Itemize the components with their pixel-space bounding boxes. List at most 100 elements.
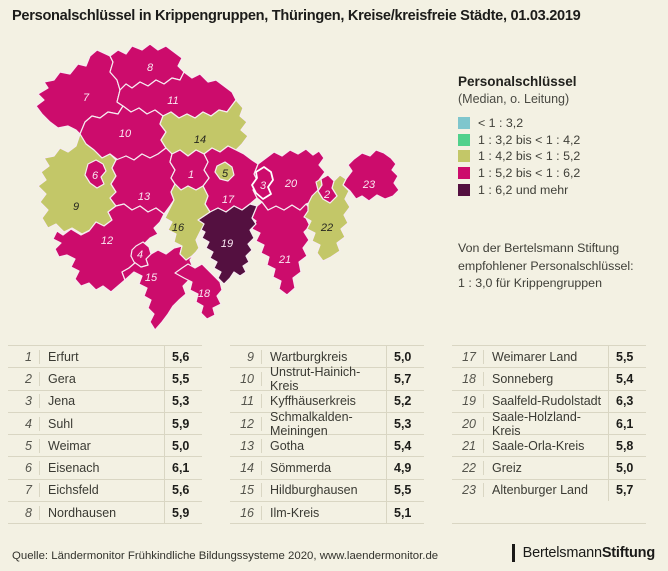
district-name: Greiz (484, 457, 609, 479)
map-region-saale-orla-kreis (251, 201, 312, 296)
note-line: 1 : 3,0 für Krippengruppen (458, 276, 602, 290)
table-row: 23 Altenburger Land 5,7 (452, 478, 646, 502)
map-region-label: 1 (188, 169, 194, 181)
table-row: 12 Schmalkalden-Meiningen 5,3 (230, 410, 424, 438)
row-number: 14 (230, 461, 262, 476)
district-name: Schmalkalden-Meiningen (262, 410, 387, 438)
map-region-label: 2 (323, 189, 330, 201)
map-region-gera (317, 174, 338, 204)
source-text: Quelle: Ländermonitor Frühkindliche Bild… (12, 550, 439, 562)
legend-item: < 1 : 3,2 (458, 115, 658, 132)
map-region-label: 17 (222, 194, 235, 206)
table-row: 22 Greiz 5,0 (452, 456, 646, 479)
map-region-weimar (214, 161, 235, 182)
district-name: Suhl (40, 412, 165, 435)
district-name: Unstrut-Hainich-Kreis (262, 365, 387, 393)
district-value: 6,3 (616, 394, 634, 409)
page-title: Personalschlüssel in Krippengruppen, Thü… (12, 8, 581, 24)
note-line: empfohlener Personalschlüssel: (458, 258, 634, 273)
district-name: Eichsfeld (40, 479, 165, 502)
row-number: 16 (230, 505, 262, 520)
recommendation-note: Von der Bertelsmann Stiftung empfohlener… (458, 240, 663, 293)
legend-item: 1 : 6,2 und mehr (458, 181, 658, 198)
district-value: 5,5 (616, 349, 634, 364)
district-value: 5,5 (172, 371, 190, 386)
map-region-label: 8 (147, 62, 154, 74)
map-region-label: 18 (198, 288, 211, 300)
map-region-label: 3 (260, 180, 267, 192)
table-row: 18 Sonneberg 5,4 (452, 367, 646, 390)
map-region-label: 9 (73, 201, 79, 213)
legend-title: Personalschlüssel (458, 74, 577, 89)
district-name: Wartburgkreis (262, 346, 387, 368)
legend: Personalschlüssel (Median, o. Leitung) <… (458, 74, 658, 198)
row-number: 23 (452, 483, 484, 498)
table-row: 16 Ilm-Kreis 5,1 (230, 501, 424, 524)
row-number: 12 (230, 416, 262, 431)
legend-items: < 1 : 3,2 1 : 3,2 bis < 1 : 4,2 1 : 4,2 bi… (458, 115, 658, 198)
row-number: 3 (8, 394, 40, 409)
map-region-label: 23 (362, 179, 376, 191)
district-value: 5,9 (172, 505, 190, 520)
district-value: 5,1 (394, 505, 412, 520)
row-number: 19 (452, 394, 484, 409)
map-region-label: 7 (83, 92, 90, 104)
row-number: 7 (8, 483, 40, 498)
row-number: 6 (8, 461, 40, 476)
district-value: 5,3 (394, 416, 412, 431)
legend-label: 1 : 5,2 bis < 1 : 6,2 (478, 166, 581, 181)
map-region-label: 19 (221, 238, 233, 250)
row-number: 17 (452, 349, 484, 364)
row-number: 10 (230, 371, 262, 386)
district-name: Eisenach (40, 457, 165, 479)
table-row: 11 Kyffhäuserkreis 5,2 (230, 389, 424, 412)
table-row: 20 Saale-Holzland-Kreis 6,1 (452, 410, 646, 438)
district-name: Kyffhäuserkreis (262, 390, 387, 412)
ratio-table-column: 9 Wartburgkreis 5,0 10 Unstrut-Hainich-Kreis… (230, 345, 424, 525)
district-name: Weimarer Land (484, 346, 609, 368)
map-region-label: 5 (222, 168, 229, 180)
row-number: 4 (8, 416, 40, 431)
district-name: Gotha (262, 435, 387, 457)
district-name: Saalfeld-Rudolstadt (484, 390, 609, 412)
map-region-saalfeld-rudolstadt (197, 203, 258, 285)
map-region-label: 12 (101, 235, 113, 247)
map-region-gotha (109, 147, 176, 215)
table-row: 3 Jena 5,3 (8, 389, 202, 412)
table-row: 2 Gera 5,5 (8, 367, 202, 390)
ratio-table-column: 17 Weimarer Land 5,5 18 Sonneberg 5,4 19 Saalfe… (452, 345, 646, 525)
map-region-sonneberg (174, 263, 223, 320)
legend-swatch (458, 167, 470, 180)
map-region-label: 21 (278, 254, 291, 266)
map-region-jena (251, 166, 274, 200)
logo-bar-icon (512, 544, 515, 562)
district-value: 5,7 (616, 483, 634, 498)
table-row: 21 Saale-Orla-Kreis 5,8 (452, 434, 646, 457)
district-name: Hildburghausen (262, 479, 387, 502)
row-number: 21 (452, 438, 484, 453)
map-region-ilm-kreis (164, 183, 211, 261)
district-value: 6,1 (172, 461, 190, 476)
map-region-suhl (130, 241, 152, 268)
district-value: 5,4 (394, 438, 412, 453)
thuringia-map: 7 8 11 10 9 14 13 12 15 18 21 20 23 17 1 19 16 22 6 5 3 2 4 (35, 45, 400, 331)
district-name: Jena (40, 390, 165, 412)
table-row: 15 Hildburghausen 5,5 (230, 478, 424, 502)
map-region-altenburger-land (342, 149, 400, 202)
row-number: 11 (230, 394, 262, 409)
ratio-table: 1 Erfurt 5,6 2 Gera 5,5 3 Jena 5,3 4 Suhl 5,9 5 Weima… (8, 345, 660, 525)
district-value: 5,0 (172, 438, 190, 453)
map-region-label: 10 (119, 128, 132, 140)
note-line: Von der Bertelsmann Stiftung (458, 241, 620, 255)
map-region-label: 15 (145, 272, 158, 284)
district-name: Gera (40, 368, 165, 390)
legend-swatch (458, 133, 470, 146)
legend-subtitle: (Median, o. Leitung) (458, 92, 570, 106)
district-value: 6,1 (616, 416, 634, 431)
legend-label: 1 : 4,2 bis < 1 : 5,2 (478, 149, 581, 164)
district-value: 5,6 (172, 349, 190, 364)
district-value: 5,0 (616, 461, 634, 476)
row-number: 8 (8, 505, 40, 520)
map-region-schmalkalden-meiningen (52, 203, 165, 293)
district-name: Weimar (40, 435, 165, 457)
